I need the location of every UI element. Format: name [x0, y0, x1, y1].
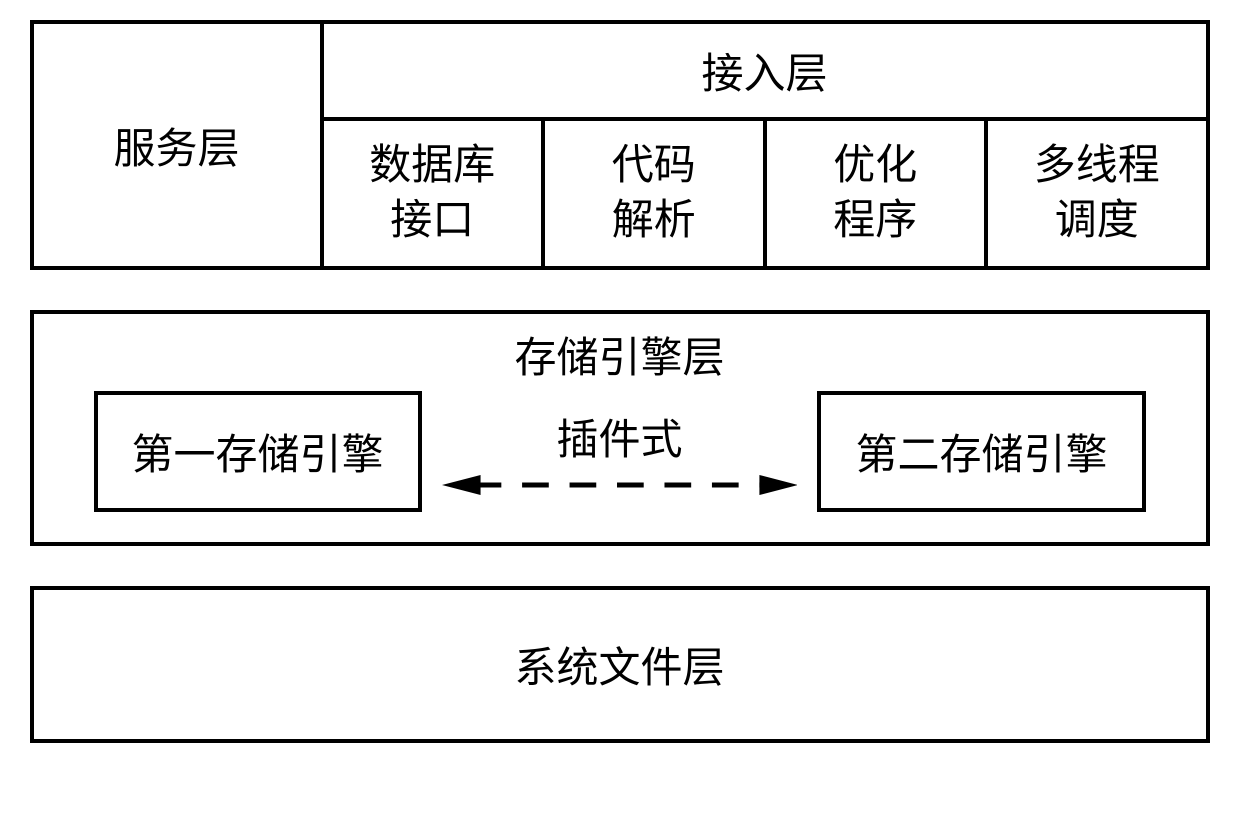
- plugin-connector: 插件式: [442, 406, 798, 497]
- cell-code-parse-l1: 代码: [612, 139, 696, 194]
- cell-optimizer-l2: 程序: [833, 194, 917, 249]
- cell-db-interface-l1: 数据库: [369, 139, 495, 194]
- engine-1-box: 第一存储引擎: [94, 391, 422, 512]
- storage-engines-row: 第一存储引擎 插件式 第二存储引擎: [94, 391, 1146, 512]
- cell-db-interface: 数据库 接口: [324, 121, 546, 266]
- cell-code-parse-l2: 解析: [612, 194, 696, 249]
- system-file-layer: 系统文件层: [30, 586, 1210, 743]
- cell-code-parse: 代码 解析: [545, 121, 767, 266]
- access-layer-row: 数据库 接口 代码 解析 优化 程序: [324, 121, 1206, 266]
- double-arrow-icon: [442, 473, 798, 497]
- top-section: 服务层 接入层 数据库 接口 代码 解析: [30, 20, 1210, 270]
- engine-2-label: 第二存储引擎: [855, 433, 1107, 479]
- access-layer-section: 接入层 数据库 接口 代码 解析 优化 程: [324, 24, 1206, 266]
- cell-db-interface-l2: 接口: [369, 194, 495, 249]
- file-layer-title: 系统文件层: [514, 646, 724, 692]
- cell-multithread: 多线程 调度: [988, 121, 1206, 266]
- storage-layer-title: 存储引擎层: [94, 324, 1146, 385]
- cell-optimizer: 优化 程序: [767, 121, 989, 266]
- access-layer-title: 接入层: [324, 24, 1206, 121]
- architecture-diagram: 服务层 接入层 数据库 接口 代码 解析: [30, 20, 1210, 743]
- service-layer-box: 服务层: [34, 24, 324, 266]
- plugin-label: 插件式: [556, 406, 682, 467]
- cell-multithread-l2: 调度: [1034, 194, 1160, 249]
- cell-optimizer-l1: 优化: [833, 139, 917, 194]
- engine-2-box: 第二存储引擎: [817, 391, 1145, 512]
- engine-1-label: 第一存储引擎: [132, 433, 384, 479]
- storage-engine-layer: 存储引擎层 第一存储引擎 插件式 第二存储引擎: [30, 310, 1210, 546]
- cell-multithread-l1: 多线程: [1034, 139, 1160, 194]
- service-layer-label: 服务层: [113, 115, 239, 176]
